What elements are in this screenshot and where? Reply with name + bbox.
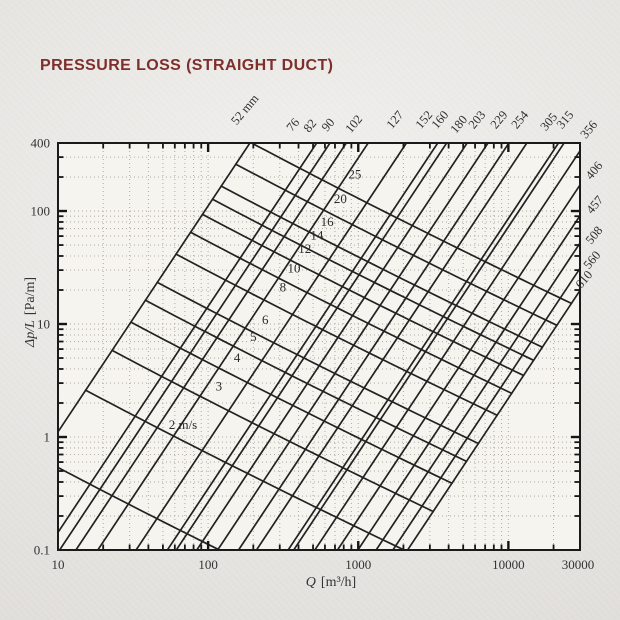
diameter-line-82mm — [58, 143, 332, 550]
velocity-line-20ms — [234, 163, 558, 327]
y-tick-label: 0.1 — [34, 543, 50, 558]
velocity-lines — [58, 143, 573, 550]
diameter-label-229: 229 — [488, 108, 511, 131]
diameter-line-315mm — [292, 143, 566, 550]
velocity-label-4ms: 4 — [234, 350, 241, 365]
x-tick-label: 30000 — [562, 557, 595, 572]
diameter-line-90mm — [74, 143, 348, 550]
velocity-label-10ms: 10 — [287, 260, 300, 275]
plot-area-background — [58, 143, 580, 550]
diameter-label-203: 203 — [466, 108, 489, 131]
velocity-label-14ms: 14 — [310, 227, 324, 242]
x-tick-label: 100 — [198, 557, 218, 572]
y-axis-unit: [Pa/m] — [23, 277, 38, 315]
x-axis-tick-labels: 10 100 1000 10000 30000 — [52, 557, 595, 572]
diameter-line-180mm — [195, 143, 469, 550]
diameter-line-102mm — [96, 143, 370, 550]
velocity-line-2ms — [84, 389, 407, 550]
velocity-line-14ms — [211, 198, 535, 362]
x-axis-title: Q [m³/h] — [306, 575, 356, 590]
diameter-line-305mm — [287, 143, 560, 550]
x-axis-unit: [m³/h] — [321, 575, 356, 590]
velocity-line-4ms — [130, 321, 453, 485]
diameter-label-315: 315 — [554, 108, 577, 131]
diameter-line-52mm — [58, 143, 251, 434]
y-axis-title: Δp/L [Pa/m] — [23, 277, 38, 348]
diameter-label-52-mm: 52 mm — [228, 91, 261, 127]
diameter-line-127mm — [135, 143, 408, 550]
diameter-line-152mm — [166, 143, 439, 550]
y-tick-label: 100 — [31, 204, 51, 219]
velocity-label-8ms: 8 — [280, 280, 287, 295]
y-axis-tick-labels: 400 100 10 1 0.1 — [31, 136, 51, 558]
diameter-line-203mm — [216, 143, 490, 550]
diameter-line-560mm — [391, 266, 580, 550]
x-tick-label: 1000 — [345, 557, 371, 572]
velocity-line-25ms — [249, 143, 573, 305]
velocity-line-10ms — [189, 231, 513, 395]
diameter-line-457mm — [356, 214, 580, 550]
x-tick-label: 10000 — [492, 557, 525, 572]
diameter-line-508mm — [375, 241, 580, 550]
velocity-label-16ms: 16 — [321, 214, 335, 229]
velocity-line-5ms — [144, 299, 468, 463]
diameter-label-406: 406 — [583, 159, 606, 182]
velocity-line-8ms — [175, 253, 498, 417]
velocity-label-2ms: 2 m/s — [169, 417, 198, 432]
velocity-line-12ms — [201, 213, 525, 377]
y-axis-variable: Δp/L — [23, 320, 38, 348]
velocity-label-12ms: 12 — [298, 241, 311, 256]
diameter-line-406mm — [336, 183, 580, 550]
diameter-label-127: 127 — [384, 108, 407, 131]
x-axis-variable: Q — [306, 575, 316, 590]
y-tick-label: 1 — [44, 430, 51, 445]
diameter-line-76mm — [58, 143, 318, 534]
diameter-line-160mm — [175, 143, 448, 550]
diameter-line-229mm — [237, 143, 510, 550]
diameter-label-356: 356 — [577, 118, 600, 141]
plot-border — [57, 142, 581, 551]
y-tick-label: 10 — [37, 317, 50, 332]
diameter-label-508: 508 — [583, 224, 606, 247]
diameter-line-254mm — [255, 143, 528, 550]
diameter-line-610mm — [406, 288, 580, 550]
velocity-line-1ms — [58, 466, 222, 550]
diameter-label-457: 457 — [583, 193, 606, 216]
velocity-label-20ms: 20 — [334, 191, 347, 206]
diameter-label-254: 254 — [508, 107, 531, 131]
x-tick-label: 10 — [52, 557, 65, 572]
chart-title: PRESSURE LOSS (STRAIGHT DUCT) — [40, 57, 334, 74]
velocity-label-3ms: 3 — [216, 378, 223, 393]
diameter-label-102: 102 — [342, 112, 365, 135]
diameter-label-90: 90 — [319, 116, 338, 135]
diameter-label-76: 76 — [284, 116, 303, 135]
diameter-label-82: 82 — [301, 116, 320, 135]
diameter-line-356mm — [313, 149, 580, 550]
y-tick-label: 400 — [31, 136, 51, 151]
velocity-line-16ms — [220, 185, 544, 349]
velocity-line-6ms — [156, 281, 480, 445]
velocity-label-25ms: 25 — [348, 167, 361, 182]
velocity-label-5ms: 5 — [250, 329, 257, 344]
velocity-label-6ms: 6 — [262, 312, 269, 327]
velocity-line-3ms — [111, 349, 435, 513]
